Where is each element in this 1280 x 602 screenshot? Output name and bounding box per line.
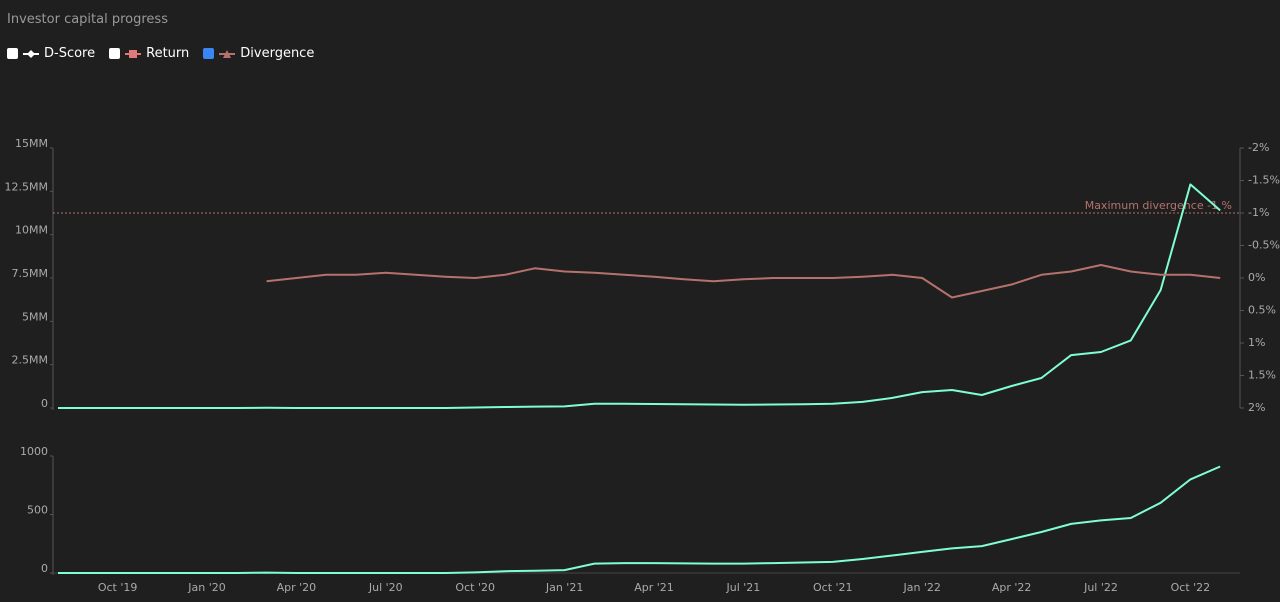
checkbox[interactable] xyxy=(203,48,215,59)
legend-item[interactable]: D-Score xyxy=(7,46,95,61)
legend-label: Divergence xyxy=(240,46,315,61)
y2-tick-label: 1.5% xyxy=(1248,369,1276,382)
data-line xyxy=(58,465,1221,574)
y-tick-label: 1000 xyxy=(20,445,48,458)
y-tick-label: 7.5MM xyxy=(12,267,48,280)
x-tick-label: Apr '21 xyxy=(634,581,674,594)
legend-icon xyxy=(23,49,39,58)
x-tick-label: Oct '22 xyxy=(1171,581,1211,594)
y-tick-label: 5MM xyxy=(22,310,48,323)
annotation-label: Maximum divergence -1 % xyxy=(1085,199,1232,212)
legend-icon xyxy=(219,49,236,58)
legend-icon xyxy=(125,49,142,58)
legend-item[interactable]: Divergence xyxy=(203,46,314,61)
y-tick-label: 0 xyxy=(41,562,48,575)
y2-tick-label: -1% xyxy=(1248,206,1269,219)
y2-tick-label: -1.5% xyxy=(1248,174,1280,187)
x-tick-label: Apr '22 xyxy=(992,581,1032,594)
x-tick-label: Jul '21 xyxy=(726,581,761,594)
x-tick-label: Oct '19 xyxy=(98,581,138,594)
legend-label: Return xyxy=(146,46,190,61)
legend-label: D-Score xyxy=(44,46,96,61)
y2-tick-label: -2% xyxy=(1248,141,1269,154)
x-tick-label: Apr '20 xyxy=(277,581,317,594)
y-tick-label: 10MM xyxy=(15,224,48,237)
y-tick-label: 2.5MM xyxy=(12,354,48,367)
y-tick-label: 0 xyxy=(41,397,48,410)
data-line xyxy=(266,264,1221,299)
y2-tick-label: 0% xyxy=(1248,271,1265,284)
y2-tick-label: 1% xyxy=(1248,336,1265,349)
y2-tick-label: 0.5% xyxy=(1248,304,1276,317)
data-line xyxy=(58,183,1221,409)
y2-tick-label: 2% xyxy=(1248,401,1265,414)
legend-item[interactable]: Return xyxy=(109,46,189,61)
x-tick-label: Jan '20 xyxy=(187,581,225,594)
y-tick-label: 15MM xyxy=(15,137,48,150)
y2-tick-label: -0.5% xyxy=(1248,239,1280,252)
y-tick-label: 12.5MM xyxy=(5,180,48,193)
x-tick-label: Jul '20 xyxy=(368,581,403,594)
x-tick-label: Jan '22 xyxy=(902,581,940,594)
checkbox[interactable] xyxy=(109,48,121,59)
legend: D-Score Return Divergence xyxy=(7,46,314,61)
y-tick-label: 500 xyxy=(27,504,48,517)
x-tick-label: Jan '21 xyxy=(545,581,583,594)
title: Investor capital progress xyxy=(7,12,168,27)
checkbox[interactable] xyxy=(7,48,18,59)
x-tick-label: Oct '21 xyxy=(813,581,853,594)
x-tick-label: Oct '20 xyxy=(455,581,495,594)
x-tick-label: Jul '22 xyxy=(1083,581,1118,594)
